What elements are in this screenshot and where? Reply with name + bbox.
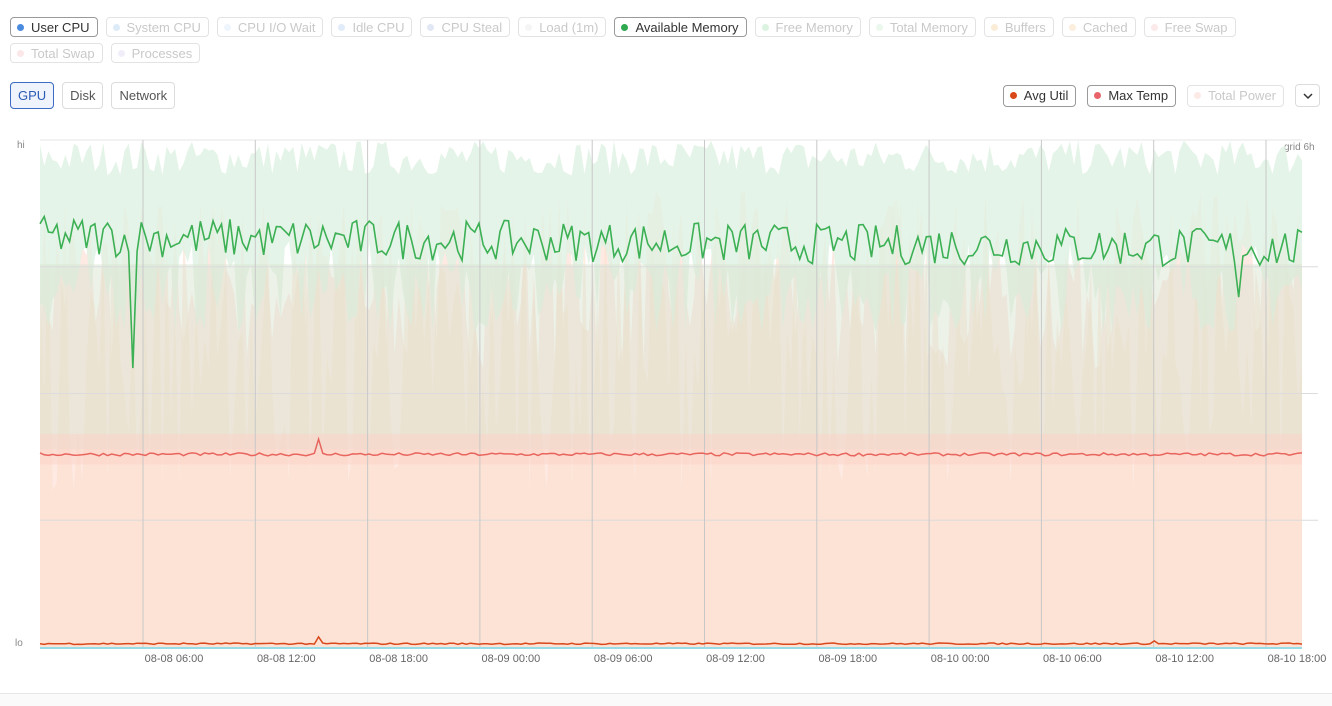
legend-chip-cached[interactable]: Cached xyxy=(1061,17,1136,37)
x-tick-label-6: 08-09 18:00 xyxy=(818,653,877,665)
legend-dot-icon xyxy=(1068,23,1076,31)
legend-chip-idle-cpu[interactable]: Idle CPU xyxy=(331,17,413,37)
gpu-legend: Avg Util Max Temp Total Power xyxy=(1002,84,1320,107)
legend-chip-label: Total Power xyxy=(1208,88,1276,103)
legend-chip-label: Cached xyxy=(1082,19,1128,35)
legend-dot-icon xyxy=(525,23,533,31)
x-tick-label-0: 08-08 06:00 xyxy=(145,653,204,665)
y-axis-hi-label: hi xyxy=(17,140,25,151)
tab-disk[interactable]: Disk xyxy=(62,82,104,109)
legend-dot-icon xyxy=(117,49,125,57)
y-axis-lo-label: lo xyxy=(15,638,23,649)
legend-chip-cpu-i-o-wait[interactable]: CPU I/O Wait xyxy=(216,17,324,37)
legend-chip-label: Free Memory xyxy=(775,19,853,35)
footer-divider xyxy=(0,693,1332,694)
legend-chip-label: Load (1m) xyxy=(539,19,599,35)
legend-dot-icon xyxy=(761,23,769,31)
legend-chip-label: Idle CPU xyxy=(352,19,405,35)
legend-chip-load-1m[interactable]: Load (1m) xyxy=(518,17,607,37)
grid-interval-label: grid 6h xyxy=(1284,142,1315,153)
x-tick-label-7: 08-10 00:00 xyxy=(931,653,990,665)
legend-chip-avg-util[interactable]: Avg Util xyxy=(1002,84,1077,107)
legend-chip-total-memory[interactable]: Total Memory xyxy=(868,17,976,37)
legend-chip-label: CPU I/O Wait xyxy=(237,19,316,35)
legend-dot-icon xyxy=(427,23,435,31)
legend-dot-icon xyxy=(875,23,883,31)
x-tick-label-3: 08-09 00:00 xyxy=(482,653,541,665)
legend-dot-icon xyxy=(17,49,24,57)
free-memory-band-area xyxy=(40,140,1302,333)
legend-chip-label: Free Swap xyxy=(1164,19,1228,35)
legend-dot-icon xyxy=(1194,92,1202,99)
x-tick-label-2: 08-08 18:00 xyxy=(369,653,428,665)
chevron-down-icon xyxy=(1302,92,1313,99)
temp-band xyxy=(40,434,1302,465)
x-tick-label-10: 08-10 18:00 xyxy=(1268,653,1327,665)
available-memory-line xyxy=(39,214,1303,369)
legend-chip-label: User CPU xyxy=(31,19,90,35)
legend-chip-free-swap[interactable]: Free Swap xyxy=(1143,17,1236,37)
legend-chip-label: Max Temp xyxy=(1108,88,1169,103)
legend-dot-icon xyxy=(1009,92,1017,99)
legend-dot-icon xyxy=(1094,92,1102,99)
x-tick-label-9: 08-10 12:00 xyxy=(1155,653,1214,665)
legend-chip-label: Avg Util xyxy=(1023,88,1069,103)
more-options-button[interactable] xyxy=(1295,84,1320,107)
legend-dot-icon xyxy=(338,23,346,31)
gpu-legend-chips: Avg Util Max Temp Total Power xyxy=(1002,84,1284,107)
metric-legend-row-2: Total Swap Processes xyxy=(10,43,201,63)
legend-dot-icon xyxy=(621,23,629,31)
panel-tabs: GPU Disk Network xyxy=(10,82,176,109)
legend-chip-label: Total Memory xyxy=(889,19,968,35)
legend-chip-cpu-steal[interactable]: CPU Steal xyxy=(420,17,511,37)
legend-dot-icon xyxy=(1150,23,1158,31)
legend-dot-icon xyxy=(17,23,24,31)
legend-dot-icon xyxy=(990,23,998,31)
legend-dot-icon xyxy=(112,23,120,31)
legend-chip-total-power[interactable]: Total Power xyxy=(1187,84,1284,107)
total-memory-band xyxy=(40,264,1302,450)
tab-gpu[interactable]: GPU xyxy=(10,82,55,109)
max-temp-line xyxy=(39,436,1303,457)
legend-chip-available-memory[interactable]: Available Memory xyxy=(614,17,747,37)
tab-network[interactable]: Network xyxy=(111,82,176,109)
legend-chip-label: Buffers xyxy=(1004,19,1046,35)
x-tick-label-1: 08-08 12:00 xyxy=(257,653,316,665)
legend-chip-label: Total Swap xyxy=(31,45,95,61)
legend-chip-user-cpu[interactable]: User CPU xyxy=(10,17,98,37)
legend-chip-free-memory[interactable]: Free Memory xyxy=(754,17,861,37)
legend-chip-label: Available Memory xyxy=(635,19,739,35)
legend-chip-label: System CPU xyxy=(126,19,201,35)
legend-chip-processes[interactable]: Processes xyxy=(110,43,201,63)
metric-legend-row-1: User CPU System CPU CPU I/O Wait Idle CPU CP… xyxy=(10,17,1236,37)
x-tick-label-5: 08-09 12:00 xyxy=(706,653,765,665)
footer-band xyxy=(0,694,1332,706)
legend-dot-icon xyxy=(223,23,231,31)
legend-chip-max-temp[interactable]: Max Temp xyxy=(1087,84,1177,107)
avg-util-line xyxy=(39,635,1303,646)
metrics-chart[interactable]: 08-08 06:00 08-08 12:00 08-08 18:00 08-09 0… xyxy=(0,135,1332,670)
legend-chip-label: CPU Steal xyxy=(441,19,503,35)
legend-chip-total-swap[interactable]: Total Swap xyxy=(10,43,103,63)
x-tick-label-8: 08-10 06:00 xyxy=(1043,653,1102,665)
x-tick-label-4: 08-09 06:00 xyxy=(594,653,653,665)
legend-chip-system-cpu[interactable]: System CPU xyxy=(105,17,209,37)
legend-chip-buffers[interactable]: Buffers xyxy=(983,17,1054,37)
legend-chip-label: Processes xyxy=(131,45,193,61)
